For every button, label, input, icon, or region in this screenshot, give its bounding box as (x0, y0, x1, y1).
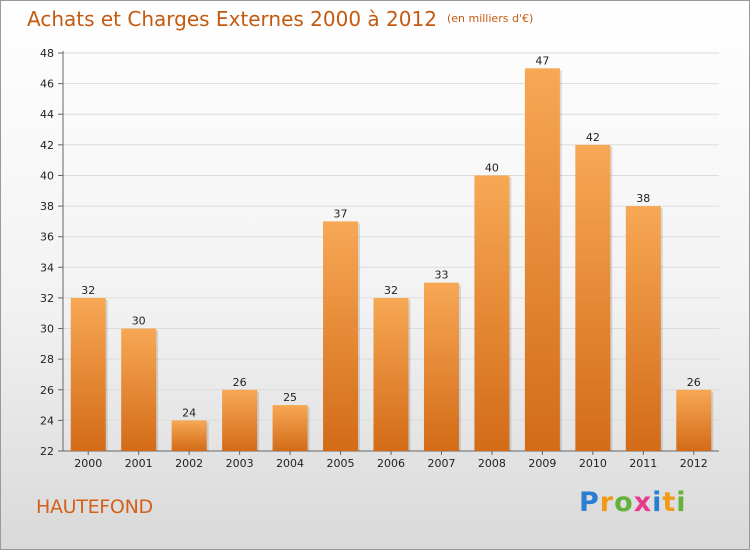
y-tick-label: 46 (40, 78, 54, 91)
data-label: 33 (434, 269, 448, 282)
data-label: 47 (535, 54, 549, 67)
bar (575, 144, 611, 451)
chart-title: Achats et Charges Externes 2000 à 2012 (e… (27, 7, 533, 31)
data-label: 32 (81, 284, 95, 297)
data-label: 40 (485, 161, 499, 174)
bar (171, 420, 207, 451)
y-tick-label: 48 (40, 47, 54, 60)
data-labels: 32 30 24 26 25 37 32 33 40 47 42 38 26 (81, 54, 701, 419)
y-tick-label: 44 (40, 108, 54, 121)
x-tick-label: 2004 (276, 457, 304, 470)
bar (524, 68, 560, 452)
bar (272, 405, 308, 451)
x-tick-label: 2001 (125, 457, 153, 470)
proxiti-logo[interactable]: Proxiti (579, 487, 687, 518)
bar (121, 328, 157, 451)
chart-title-text: Achats et Charges Externes 2000 à 2012 (27, 7, 437, 31)
y-tick-label: 26 (40, 384, 54, 397)
x-tick-label: 2003 (226, 457, 254, 470)
bar (474, 175, 510, 451)
y-tick-label: 38 (40, 200, 54, 213)
y-tick-label: 32 (40, 292, 54, 305)
chart-unit: (en milliers d'€) (446, 12, 534, 25)
x-tick-label: 2011 (629, 457, 657, 470)
y-tick-label: 28 (40, 353, 54, 366)
x-tick-label: 2010 (579, 457, 607, 470)
bar (423, 282, 459, 451)
x-tick-label: 2005 (327, 457, 355, 470)
bar (625, 206, 661, 451)
y-axis-ticks: 22 24 26 28 30 32 34 36 38 40 42 44 46 48 (40, 47, 63, 458)
data-label: 38 (636, 192, 650, 205)
bar (222, 389, 258, 451)
x-axis-ticks: 2000 2001 2002 2003 2004 2005 2006 2007 2008 2009… (74, 451, 708, 470)
y-tick-label: 30 (40, 323, 54, 336)
y-tick-label: 42 (40, 139, 54, 152)
x-tick-label: 2007 (427, 457, 455, 470)
place-name: HAUTEFOND (36, 496, 153, 518)
data-label: 24 (182, 406, 196, 419)
bar (676, 389, 712, 451)
y-tick-label: 40 (40, 169, 54, 182)
data-label: 32 (384, 284, 398, 297)
x-tick-label: 2012 (680, 457, 708, 470)
data-label: 42 (586, 131, 600, 144)
bar (70, 297, 106, 451)
y-tick-label: 22 (40, 445, 54, 458)
y-tick-label: 36 (40, 231, 54, 244)
bars (70, 68, 714, 452)
data-label: 25 (283, 391, 297, 404)
x-tick-label: 2000 (74, 457, 102, 470)
x-tick-label: 2009 (528, 457, 556, 470)
x-tick-label: 2002 (175, 457, 203, 470)
data-label: 37 (334, 207, 348, 220)
data-label: 26 (687, 376, 701, 389)
bar (373, 297, 409, 451)
data-label: 30 (132, 315, 146, 328)
y-tick-label: 34 (40, 261, 54, 274)
bar (323, 221, 359, 451)
x-tick-label: 2008 (478, 457, 506, 470)
x-tick-label: 2006 (377, 457, 405, 470)
data-label: 26 (233, 376, 247, 389)
y-tick-label: 24 (40, 414, 54, 427)
